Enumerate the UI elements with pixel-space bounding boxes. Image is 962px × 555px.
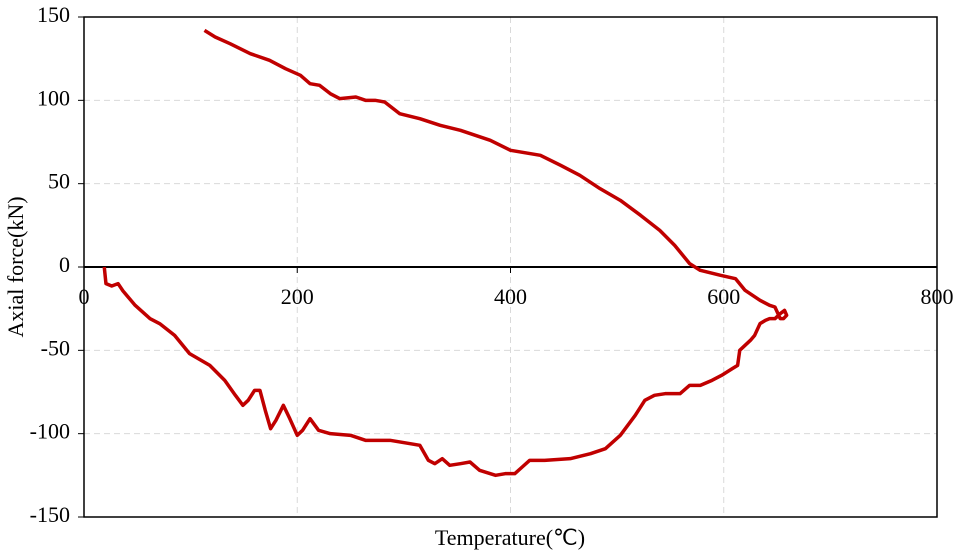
y-axis-label: Axial force(kN): [3, 196, 28, 337]
y-tick-label: 100: [37, 85, 70, 110]
y-tick-label: -150: [30, 502, 70, 527]
y-tick-label: 50: [48, 169, 70, 194]
y-tick-label: 0: [59, 252, 70, 277]
x-tick-label: 600: [707, 284, 740, 309]
data-line: [102, 28, 789, 478]
y-tick-label: -100: [30, 419, 70, 444]
x-tick-label: 200: [281, 284, 314, 309]
x-axis-label: Temperature(℃): [435, 525, 585, 550]
x-tick-label: 400: [494, 284, 527, 309]
y-tick-label: -50: [41, 335, 70, 360]
y-tick-label: 150: [37, 2, 70, 27]
